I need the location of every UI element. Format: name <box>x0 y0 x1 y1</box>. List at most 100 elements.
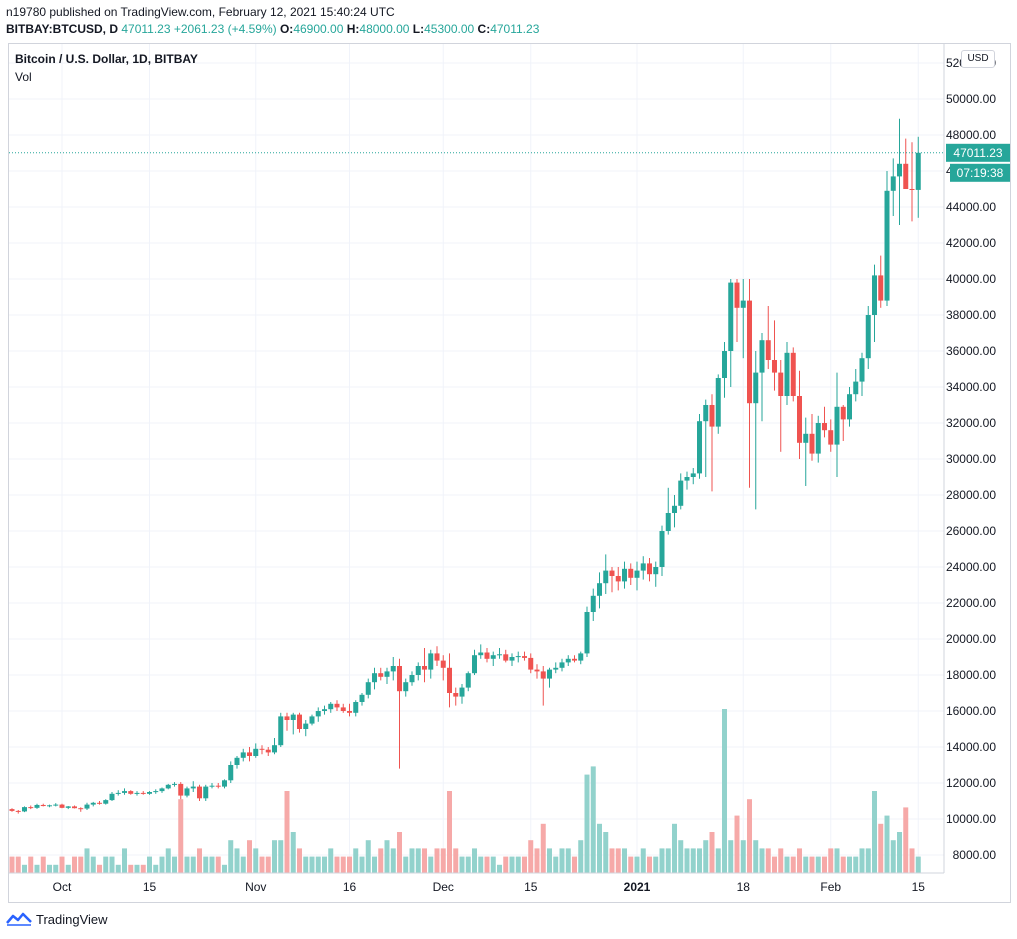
candle-body <box>240 752 246 758</box>
candle <box>359 693 365 706</box>
candle <box>697 414 702 479</box>
candle-body <box>640 563 646 571</box>
candle-body <box>128 791 134 794</box>
candle-body <box>165 784 171 789</box>
candle <box>822 406 827 438</box>
footer-brand[interactable]: TradingView <box>6 911 108 927</box>
candle <box>322 705 327 715</box>
volume-bar <box>659 848 665 873</box>
candle <box>815 415 821 463</box>
candle-body <box>672 505 677 513</box>
volume-bar <box>215 856 221 873</box>
volume-bar <box>909 848 915 873</box>
volume-bar <box>165 848 171 873</box>
volume-bar <box>684 848 690 873</box>
candle-body <box>390 666 396 672</box>
x-tick-label: Oct <box>53 880 72 894</box>
candle <box>147 791 152 795</box>
candle-body <box>915 152 921 190</box>
candle-body <box>528 657 534 670</box>
volume-bar <box>509 856 515 873</box>
volume-bar <box>772 856 777 873</box>
candle <box>309 714 315 726</box>
tradingview-logo-icon <box>6 912 32 926</box>
candle <box>865 306 871 369</box>
candle <box>728 279 734 387</box>
candle <box>590 588 596 621</box>
candle-body <box>878 275 884 301</box>
volume-bar <box>90 856 96 873</box>
volume-bar <box>172 856 177 873</box>
candle <box>390 657 396 681</box>
candle-body <box>215 785 221 787</box>
x-tick-label: 15 <box>912 880 926 894</box>
candle-body <box>284 716 290 720</box>
candle <box>447 653 452 708</box>
volume-bar <box>640 848 646 873</box>
candle <box>622 561 627 589</box>
candle <box>209 783 215 789</box>
volume-bar <box>178 799 184 873</box>
candle-body <box>147 792 152 794</box>
candle-body <box>109 793 115 801</box>
candle-body <box>84 804 90 809</box>
candle <box>278 712 284 747</box>
candle <box>634 561 640 591</box>
volume-bar <box>47 864 52 873</box>
candle <box>84 802 90 810</box>
candle <box>897 118 902 225</box>
volume-bar <box>834 848 840 873</box>
candle <box>853 369 859 402</box>
volume-bar <box>140 864 146 873</box>
footer-brand-label: TradingView <box>36 911 108 927</box>
volume-bar <box>590 766 596 873</box>
chart-title: Bitcoin / U.S. Dollar, 1D, BITBAY <box>15 52 198 66</box>
close-label: C: <box>477 22 491 36</box>
candle <box>559 658 565 672</box>
y-tick-label: 28000.00 <box>946 488 996 502</box>
candle-body <box>759 340 765 373</box>
volume-bar <box>159 856 165 873</box>
candle <box>472 649 477 675</box>
volume-bar <box>184 856 190 873</box>
candle-body <box>778 372 784 396</box>
candle <box>534 664 540 679</box>
candle-body <box>465 673 471 688</box>
y-tick-label: 38000.00 <box>946 308 996 322</box>
candle <box>415 662 421 681</box>
candle <box>47 804 52 808</box>
candle-body <box>415 666 421 675</box>
y-tick-label: 36000.00 <box>946 344 996 358</box>
candle <box>65 806 71 810</box>
volume-bar <box>815 856 821 873</box>
currency-button[interactable]: USD <box>961 50 995 68</box>
candle <box>847 387 852 427</box>
candle-body <box>840 406 846 420</box>
candle-body <box>809 433 815 454</box>
candle <box>90 801 96 807</box>
volume-bar <box>384 840 390 873</box>
candle <box>609 567 615 593</box>
candle-body <box>47 805 52 807</box>
candle-body <box>790 352 796 396</box>
volume-bar <box>378 848 384 873</box>
candle <box>159 787 165 793</box>
candle <box>528 653 534 674</box>
volume-bar <box>859 848 865 873</box>
candle <box>97 801 102 805</box>
volume-bar <box>372 856 377 873</box>
volume-bar <box>272 840 277 873</box>
volume-bar <box>847 856 852 873</box>
candle-body <box>434 653 440 661</box>
volume-bar <box>34 864 40 873</box>
candle-body <box>559 662 565 668</box>
candle-body <box>9 809 15 811</box>
candle <box>203 784 209 801</box>
volume-bar <box>747 799 752 873</box>
volume-bar <box>9 856 15 873</box>
y-tick-label: 18000.00 <box>946 668 996 682</box>
candle <box>290 712 296 735</box>
volume-bar <box>447 791 452 873</box>
candle-body <box>678 480 684 506</box>
